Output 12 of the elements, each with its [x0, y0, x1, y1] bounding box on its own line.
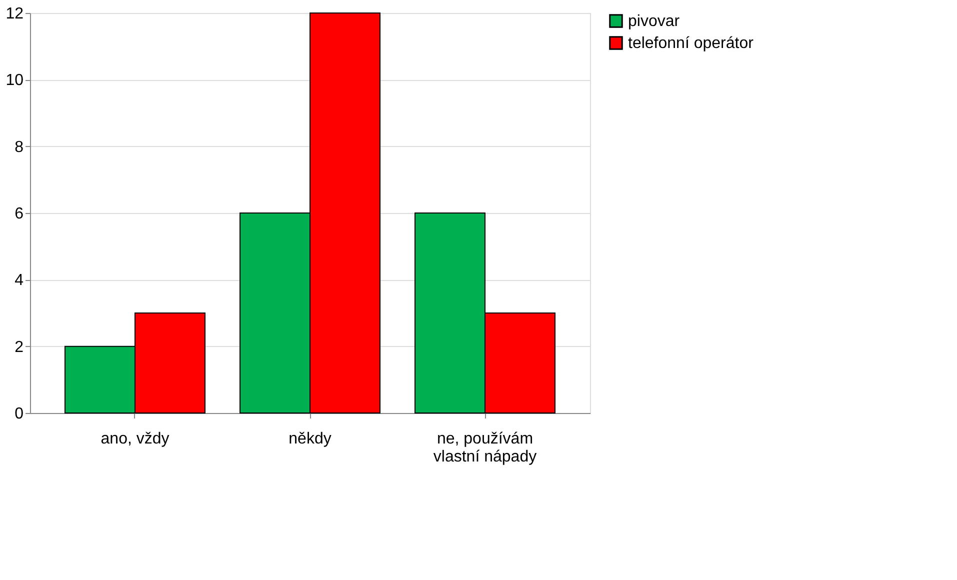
y-tick-label: 8: [14, 138, 24, 156]
x-tick-label: ne, používám vlastní nápady: [433, 430, 537, 466]
y-tick-label: 10: [6, 72, 24, 90]
y-tick-label: 12: [6, 6, 24, 22]
x-tick-label: někdy: [288, 430, 332, 448]
y-tick-label: 0: [14, 406, 24, 422]
x-tick-label: ano, vždy: [100, 430, 170, 448]
y-tick-label: 2: [14, 338, 24, 356]
y-tick-label: 6: [14, 206, 24, 222]
legend-label: telefonní operátor: [628, 35, 754, 52]
legend-label: pivovar: [628, 13, 680, 30]
y-tick-label: 4: [14, 272, 24, 290]
